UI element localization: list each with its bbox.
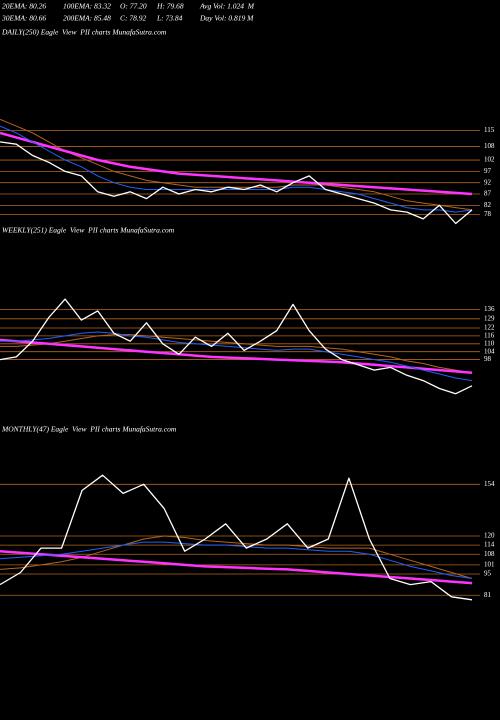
stat: 30EMA: 80.66 — [1, 14, 46, 23]
y-tick-label: 108 — [484, 550, 495, 558]
series-line — [0, 141, 473, 225]
stat: 100EMA: 83.32 — [63, 2, 111, 11]
series-line — [0, 541, 473, 579]
y-tick-label: 87 — [484, 190, 492, 198]
y-tick-label: 92 — [484, 178, 492, 186]
y-tick-label: 98 — [484, 355, 492, 363]
stats: 20EMA: 80.26 100EMA: 83.32 O: 77.20 H: 7… — [1, 2, 255, 23]
stat: 20EMA: 80.26 — [2, 2, 46, 11]
y-tick-label: 136 — [484, 305, 495, 313]
stat: C: 78.92 — [120, 14, 147, 23]
panel-title: MONTHLY(47) Eagle View PII charts Munafa… — [1, 425, 177, 434]
y-tick-label: 97 — [484, 167, 492, 175]
series-line — [0, 331, 473, 382]
series-line — [0, 298, 473, 395]
stat: 200EMA: 85.48 — [63, 14, 111, 23]
y-tick-label: 104 — [484, 347, 495, 355]
series-line — [0, 338, 473, 374]
series-line — [0, 131, 473, 196]
y-tick-label: 82 — [484, 201, 492, 209]
y-tick-label: 116 — [484, 332, 495, 340]
series-line — [0, 118, 473, 211]
series-line — [0, 334, 473, 374]
y-tick-label: 108 — [484, 142, 495, 150]
series-line — [0, 125, 473, 213]
y-tick-label: 78 — [484, 210, 492, 218]
y-tick-label: 154 — [484, 480, 495, 488]
y-tick-label: 110 — [484, 339, 495, 347]
y-tick-label: 101 — [484, 560, 495, 568]
stat: L: 73.84 — [156, 14, 183, 23]
panel-title: DAILY(250) Eagle View PII charts MunafaS… — [1, 28, 167, 37]
y-tick-label: 114 — [484, 541, 495, 549]
y-tick-label: 102 — [484, 156, 495, 164]
y-tick-label: 115 — [484, 126, 495, 134]
stat: O: 77.20 — [120, 2, 147, 11]
panel-title: WEEKLY(251) Eagle View PII charts Munafa… — [2, 226, 175, 235]
stat: H: 79.68 — [156, 2, 184, 11]
y-tick-label: 81 — [484, 591, 492, 599]
y-tick-label: 129 — [484, 314, 495, 322]
series-line — [0, 474, 473, 601]
series-line — [0, 549, 473, 585]
stat: Day Vol: 0.819 M — [199, 14, 254, 23]
y-tick-label: 122 — [484, 324, 495, 332]
stat: Avg Vol: 1.024 M — [199, 2, 255, 11]
y-tick-label: 120 — [484, 532, 495, 540]
y-tick-label: 95 — [484, 570, 492, 578]
